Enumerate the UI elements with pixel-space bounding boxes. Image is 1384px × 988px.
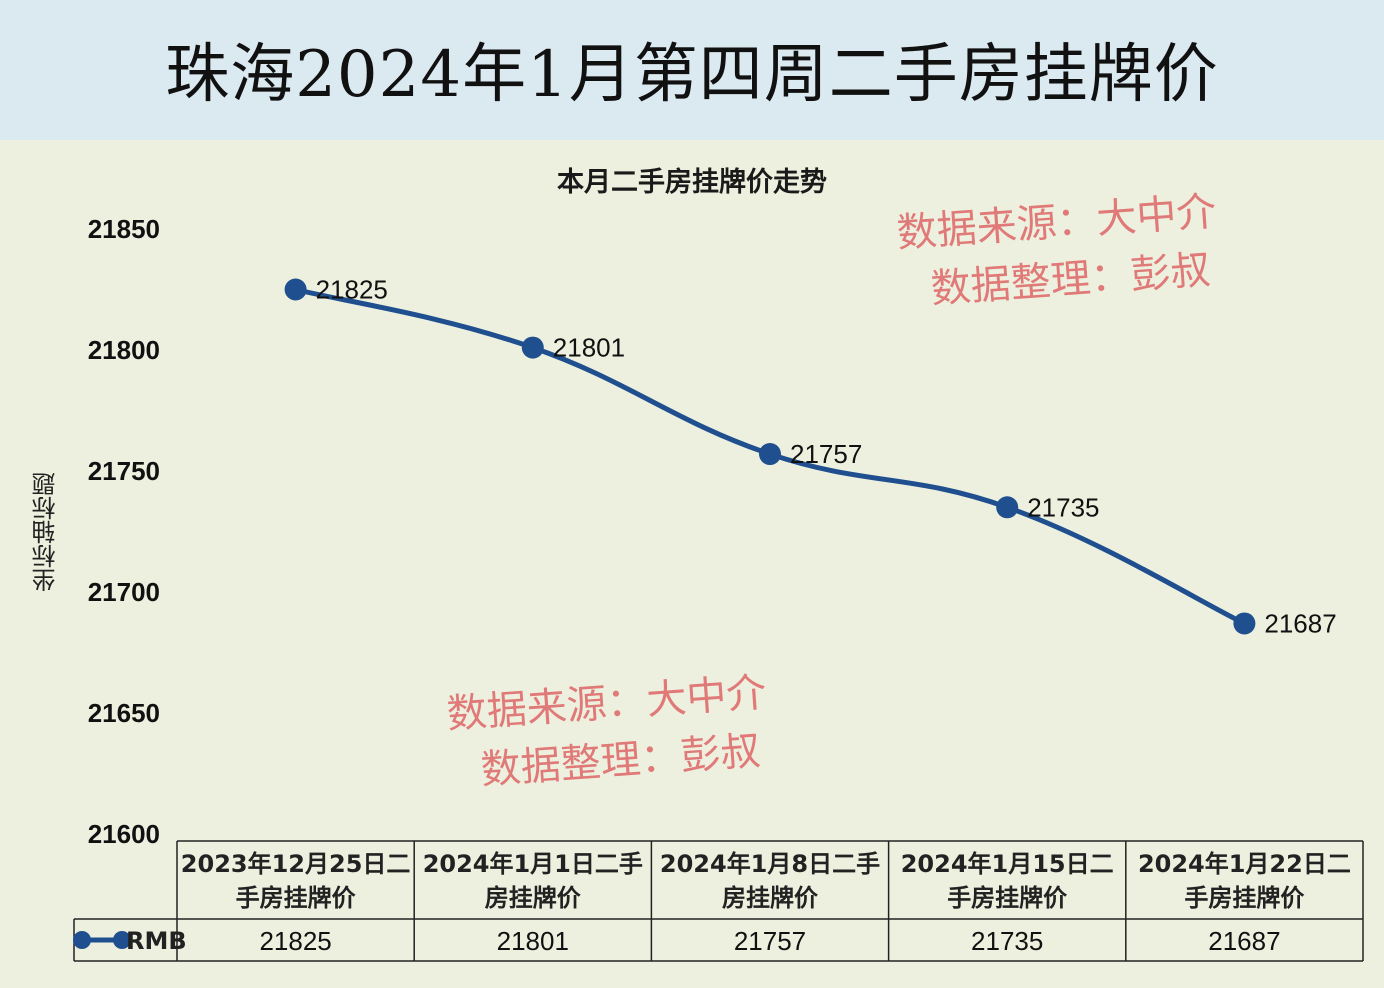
x-category-label: 手房挂牌价 (236, 884, 357, 912)
page-title: 珠海2024年1月第四周二手房挂牌价 (165, 38, 1219, 112)
legend-key-marker (113, 931, 131, 949)
watermark-bottom: 数据来源：大中介 数据整理：彭叔 (445, 664, 772, 802)
table-value: 21687 (1208, 926, 1280, 956)
watermark-top: 数据来源：大中介 数据整理：彭叔 (895, 183, 1222, 321)
x-category-label: 2024年1月8日二手 (660, 850, 880, 878)
y-tick-label: 21650 (88, 698, 160, 728)
x-category-label: 2024年1月1日二手 (423, 850, 643, 878)
legend-key-marker (73, 931, 91, 949)
table-value: 21757 (734, 926, 806, 956)
table-value: 21825 (259, 926, 331, 956)
data-label: 21687 (1264, 608, 1336, 638)
plot-area (0, 140, 1384, 988)
y-tick-label: 21750 (88, 456, 160, 486)
data-label: 21735 (1027, 492, 1099, 522)
y-tick-label: 21800 (88, 335, 160, 365)
table-value: 21801 (497, 926, 569, 956)
y-tick-label: 21600 (88, 819, 160, 849)
data-label: 21801 (553, 333, 625, 363)
x-category-label: 手房挂牌价 (947, 884, 1068, 912)
legend-series-name: RMB (126, 927, 187, 955)
data-point (996, 496, 1019, 519)
x-category-label: 手房挂牌价 (1184, 884, 1305, 912)
x-category-label: 房挂牌价 (485, 884, 582, 912)
data-point (759, 443, 781, 466)
data-point (1233, 612, 1256, 635)
x-category-label: 2024年1月22日二 (1138, 850, 1351, 878)
data-point (284, 278, 307, 301)
data-label: 21825 (316, 275, 388, 305)
x-category-label: 房挂牌价 (722, 884, 819, 912)
x-category-label: 2024年1月15日二 (901, 850, 1114, 878)
data-point (521, 336, 544, 359)
title-banner (0, 0, 1384, 140)
y-tick-label: 21850 (88, 214, 160, 244)
data-label: 21757 (790, 439, 862, 469)
chart-title: 本月二手房挂牌价走势 (557, 167, 827, 198)
x-category-label: 2023年12月25日二 (181, 850, 411, 878)
table-value: 21735 (971, 926, 1043, 956)
y-tick-label: 21700 (88, 577, 160, 607)
